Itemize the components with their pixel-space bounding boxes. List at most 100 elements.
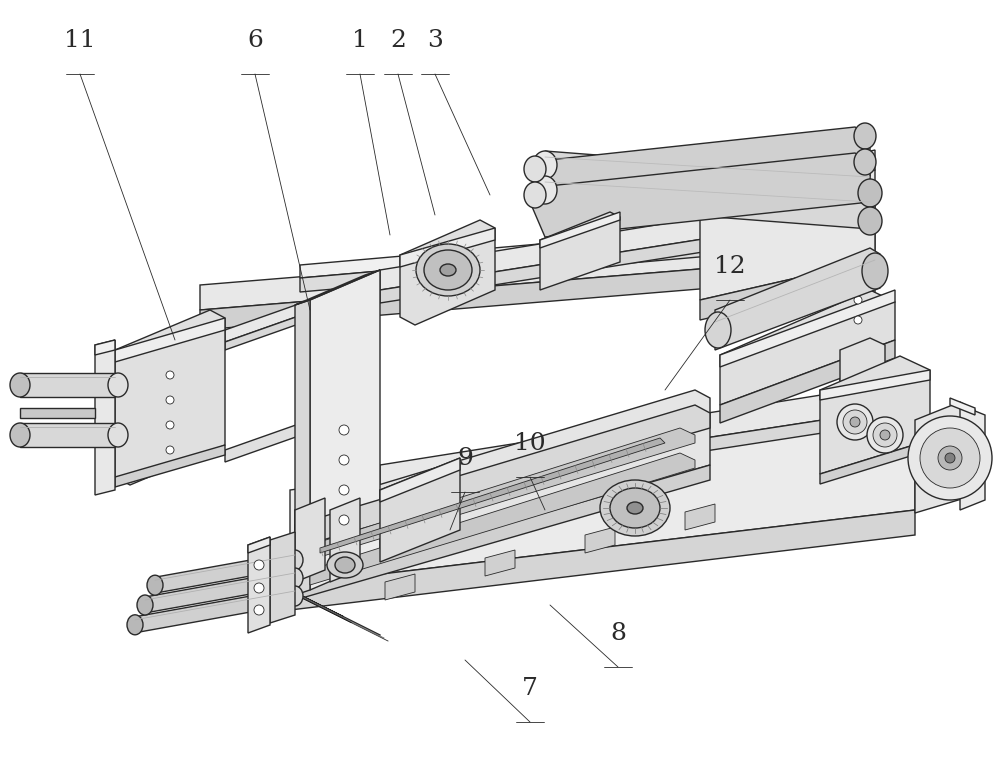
Polygon shape [248,537,270,553]
Circle shape [854,276,862,284]
Ellipse shape [862,253,888,289]
Circle shape [166,396,174,404]
Polygon shape [380,215,855,303]
Polygon shape [380,458,460,502]
Ellipse shape [147,575,163,595]
Ellipse shape [533,151,557,179]
Text: 7: 7 [522,677,538,700]
Polygon shape [380,458,460,562]
Ellipse shape [137,595,153,615]
Polygon shape [310,428,695,560]
Ellipse shape [524,182,546,208]
Text: 10: 10 [514,432,546,455]
Ellipse shape [440,264,456,276]
Polygon shape [95,340,115,355]
Circle shape [867,417,903,453]
Polygon shape [820,370,930,400]
Ellipse shape [416,244,480,296]
Ellipse shape [705,312,731,348]
Polygon shape [400,220,495,325]
Ellipse shape [327,552,363,578]
Circle shape [339,515,349,525]
Circle shape [166,446,174,454]
Circle shape [254,560,264,570]
Ellipse shape [610,488,660,528]
Circle shape [945,453,955,463]
Polygon shape [300,215,870,278]
Polygon shape [540,212,620,248]
Text: 9: 9 [457,447,473,470]
Polygon shape [225,312,310,350]
Polygon shape [380,415,855,501]
Polygon shape [145,570,295,613]
Polygon shape [720,340,895,423]
Circle shape [873,423,897,447]
Circle shape [837,404,873,440]
Polygon shape [485,550,515,576]
Ellipse shape [10,373,30,397]
Polygon shape [225,420,310,462]
Polygon shape [300,228,870,292]
Polygon shape [135,588,295,633]
Ellipse shape [10,423,30,447]
Text: 6: 6 [247,29,263,52]
Polygon shape [295,270,380,305]
Circle shape [254,583,264,593]
Polygon shape [20,423,115,447]
Ellipse shape [287,550,303,570]
Polygon shape [715,248,880,350]
Polygon shape [950,398,975,415]
Ellipse shape [335,557,355,573]
Text: 12: 12 [714,255,746,278]
Polygon shape [380,195,855,290]
Polygon shape [270,532,295,623]
Polygon shape [310,453,695,585]
Ellipse shape [108,373,128,397]
Ellipse shape [858,179,882,207]
Polygon shape [530,127,870,211]
Circle shape [166,421,174,429]
Circle shape [254,605,264,615]
Polygon shape [545,176,870,229]
Text: 2: 2 [390,29,406,52]
Circle shape [339,485,349,495]
Text: 1: 1 [352,29,368,52]
Circle shape [843,410,867,434]
Polygon shape [720,290,895,367]
Polygon shape [840,182,875,408]
Polygon shape [248,537,270,633]
Circle shape [339,425,349,435]
Ellipse shape [108,423,128,447]
Text: 11: 11 [64,29,96,52]
Polygon shape [115,445,225,487]
Polygon shape [915,402,975,513]
Polygon shape [545,151,870,204]
Polygon shape [330,498,360,582]
Ellipse shape [858,207,882,235]
Polygon shape [20,408,95,418]
Circle shape [166,371,174,379]
Circle shape [920,428,980,488]
Ellipse shape [524,156,546,182]
Polygon shape [960,405,985,510]
Ellipse shape [627,502,643,514]
Ellipse shape [854,149,876,175]
Circle shape [854,276,862,284]
Polygon shape [310,270,380,590]
Circle shape [854,296,862,304]
Circle shape [908,416,992,500]
Polygon shape [840,338,885,382]
Polygon shape [530,153,870,237]
Ellipse shape [533,176,557,204]
Polygon shape [320,438,665,553]
Polygon shape [700,150,875,210]
Polygon shape [820,356,930,474]
Ellipse shape [287,568,303,588]
Polygon shape [585,527,615,553]
Polygon shape [290,510,915,610]
Ellipse shape [127,615,143,635]
Ellipse shape [854,123,876,149]
Polygon shape [115,310,225,485]
Polygon shape [380,392,855,488]
Polygon shape [700,260,875,320]
